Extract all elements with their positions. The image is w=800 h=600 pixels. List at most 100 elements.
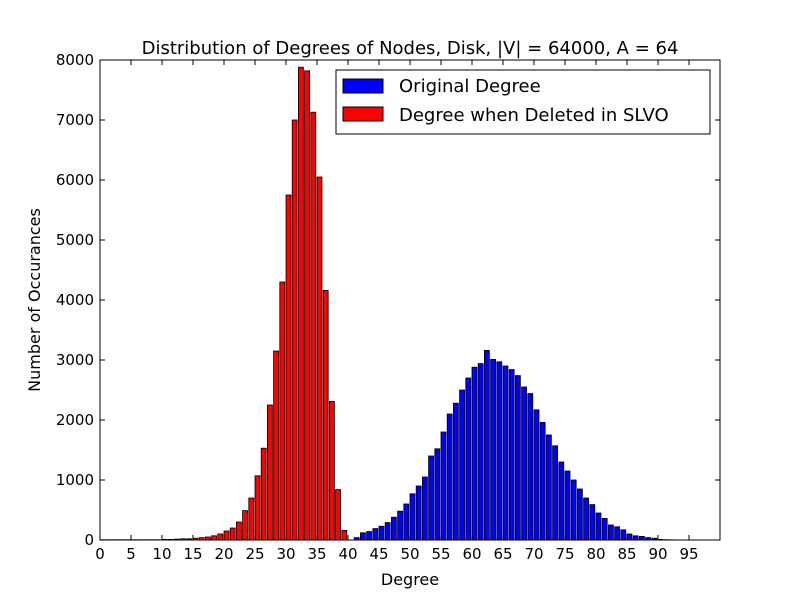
bar [229, 527, 236, 541]
bar [428, 455, 434, 541]
y-tick-label: 5000 [56, 231, 94, 249]
bar [558, 461, 565, 541]
x-tick-label: 55 [431, 545, 450, 563]
x-tick-label: 5 [126, 545, 136, 563]
series-red-bars [99, 66, 348, 541]
bar [335, 489, 341, 541]
bar [521, 386, 527, 541]
bar [552, 445, 558, 541]
bar [378, 525, 385, 541]
bar [490, 358, 496, 541]
y-axis-label: Number of Occurances [25, 208, 44, 392]
bar [601, 518, 608, 541]
y-tick-label: 8000 [56, 51, 94, 69]
legend: Original Degree Degree when Deleted in S… [335, 69, 711, 135]
bar [285, 194, 292, 541]
bar [366, 531, 372, 541]
bar [235, 521, 242, 541]
bar [359, 532, 366, 541]
bar [341, 530, 348, 541]
x-tick-label: 25 [245, 545, 264, 563]
bar [266, 404, 273, 541]
bar [577, 488, 583, 541]
bar [589, 504, 596, 541]
bar [254, 475, 261, 541]
y-tick-label: 3000 [56, 351, 94, 369]
bar [403, 503, 410, 541]
y-tick-label: 4000 [56, 291, 94, 309]
bar [297, 66, 304, 541]
legend-label-original-degree: Original Degree [399, 76, 541, 97]
y-axis: 0 1000 2000 3000 4000 5000 6000 7000 8000 [56, 51, 720, 549]
bar [440, 431, 447, 541]
bar [322, 289, 329, 541]
bar [310, 111, 317, 541]
bar [390, 516, 397, 541]
bar [496, 361, 503, 541]
bar [515, 375, 521, 541]
bar [483, 349, 490, 541]
y-tick-label: 1000 [56, 471, 94, 489]
bar [614, 526, 620, 541]
bar [527, 393, 534, 541]
bar [539, 421, 546, 541]
bar [242, 510, 248, 541]
bar [546, 434, 552, 541]
x-tick-label: 10 [152, 545, 171, 563]
bar [620, 529, 627, 541]
bar [639, 536, 645, 541]
bar [459, 389, 465, 541]
bar [465, 377, 472, 541]
bar [564, 470, 571, 541]
y-tick-label: 2000 [56, 411, 94, 429]
x-tick-label: 30 [276, 545, 295, 563]
x-tick-label: 35 [307, 545, 326, 563]
chart-title: Distribution of Degrees of Nodes, Disk, … [142, 38, 679, 59]
x-axis-label: Degree [381, 570, 439, 589]
x-tick-label: 0 [95, 545, 105, 563]
bar [384, 522, 391, 541]
legend-label-degree-when-deleted: Degree when Deleted in SLVO [399, 105, 669, 126]
bar [211, 535, 217, 541]
bar [260, 447, 267, 541]
bar [452, 402, 459, 541]
x-tick-label: 50 [400, 545, 419, 563]
bar [316, 176, 323, 541]
bar [502, 365, 509, 541]
legend-box [335, 69, 711, 135]
x-tick-label: 40 [338, 545, 357, 563]
bar [421, 476, 428, 541]
bar [291, 119, 298, 541]
x-tick-label: 20 [214, 545, 233, 563]
bar [279, 281, 286, 541]
x-tick-label: 80 [586, 545, 605, 563]
x-tick-label: 95 [679, 545, 698, 563]
bar [583, 497, 589, 541]
legend-swatch-degree-when-deleted [342, 106, 384, 122]
x-tick-label: 65 [493, 545, 512, 563]
bar [304, 70, 310, 541]
x-tick-label: 70 [524, 545, 543, 563]
bar [533, 409, 540, 541]
x-tick-label: 90 [648, 545, 667, 563]
plot-area [100, 60, 720, 540]
bar [508, 369, 515, 541]
x-axis: 0 5 10 15 20 25 30 35 40 45 50 55 60 65 70 75 80 85 90 95 [95, 60, 699, 563]
bar [217, 533, 224, 541]
y-tick-label: 6000 [56, 171, 94, 189]
bar [471, 366, 478, 541]
bar [608, 524, 614, 541]
bar [409, 493, 416, 541]
bar [248, 497, 255, 541]
bar [446, 413, 453, 541]
x-tick-label: 15 [183, 545, 202, 563]
bar [223, 530, 230, 541]
legend-swatch-original-degree [342, 78, 384, 94]
bar [477, 363, 484, 541]
x-tick-label: 85 [617, 545, 636, 563]
y-tick-label: 7000 [56, 111, 94, 129]
x-tick-label: 75 [555, 545, 574, 563]
bar [626, 533, 633, 541]
bar [273, 350, 279, 541]
bar [434, 448, 441, 541]
